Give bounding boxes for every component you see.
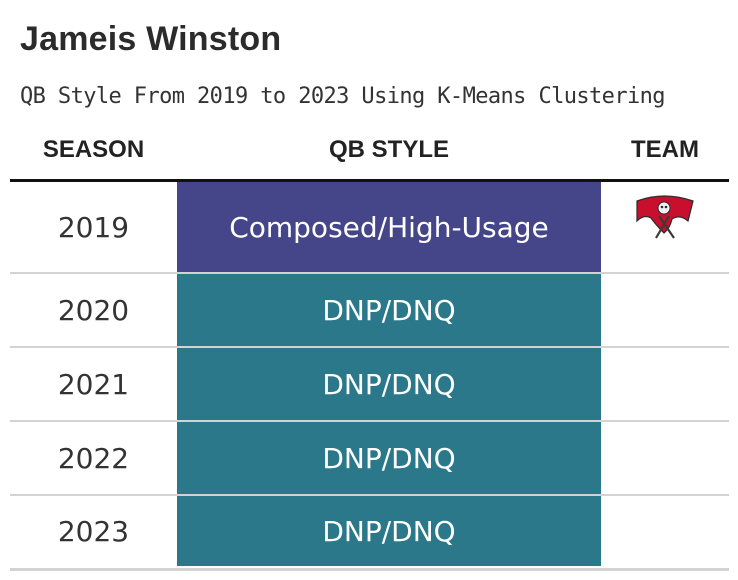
table-row: 2022 DNP/DNQ bbox=[10, 422, 729, 496]
season-cell: 2023 bbox=[57, 514, 130, 548]
season-cell: 2021 bbox=[57, 367, 130, 401]
table-row: 2023 DNP/DNQ bbox=[10, 496, 729, 566]
qb-style-cell: DNP/DNQ bbox=[177, 496, 601, 566]
team-cell bbox=[601, 348, 729, 420]
table-row: 2019 Composed/High-Usage bbox=[10, 182, 729, 274]
table-bottom-rule bbox=[10, 568, 729, 571]
team-cell bbox=[601, 182, 729, 272]
qb-style-cell: DNP/DNQ bbox=[177, 274, 601, 346]
column-header-team: TEAM bbox=[631, 136, 699, 163]
qb-style-cell: DNP/DNQ bbox=[177, 422, 601, 494]
header-divider bbox=[10, 179, 729, 182]
qb-style-table: 2019 Composed/High-Usage 2020 DNP/DNQ 20… bbox=[10, 182, 729, 566]
page-subtitle: QB Style From 2019 to 2023 Using K-Means… bbox=[20, 84, 666, 109]
buccaneers-logo-icon bbox=[636, 195, 694, 239]
team-cell bbox=[601, 496, 729, 566]
page-title: Jameis Winston bbox=[20, 20, 282, 58]
season-cell: 2019 bbox=[57, 210, 130, 244]
column-header-season: SEASON bbox=[42, 136, 145, 163]
season-cell: 2022 bbox=[57, 441, 130, 475]
team-cell bbox=[601, 422, 729, 494]
qb-style-cell: Composed/High-Usage bbox=[177, 182, 601, 272]
season-cell: 2020 bbox=[57, 293, 130, 327]
column-header-qb-style: QB STYLE bbox=[328, 136, 449, 163]
team-cell bbox=[601, 274, 729, 346]
qb-style-cell: DNP/DNQ bbox=[177, 348, 601, 420]
table-row: 2020 DNP/DNQ bbox=[10, 274, 729, 348]
table-row: 2021 DNP/DNQ bbox=[10, 348, 729, 422]
